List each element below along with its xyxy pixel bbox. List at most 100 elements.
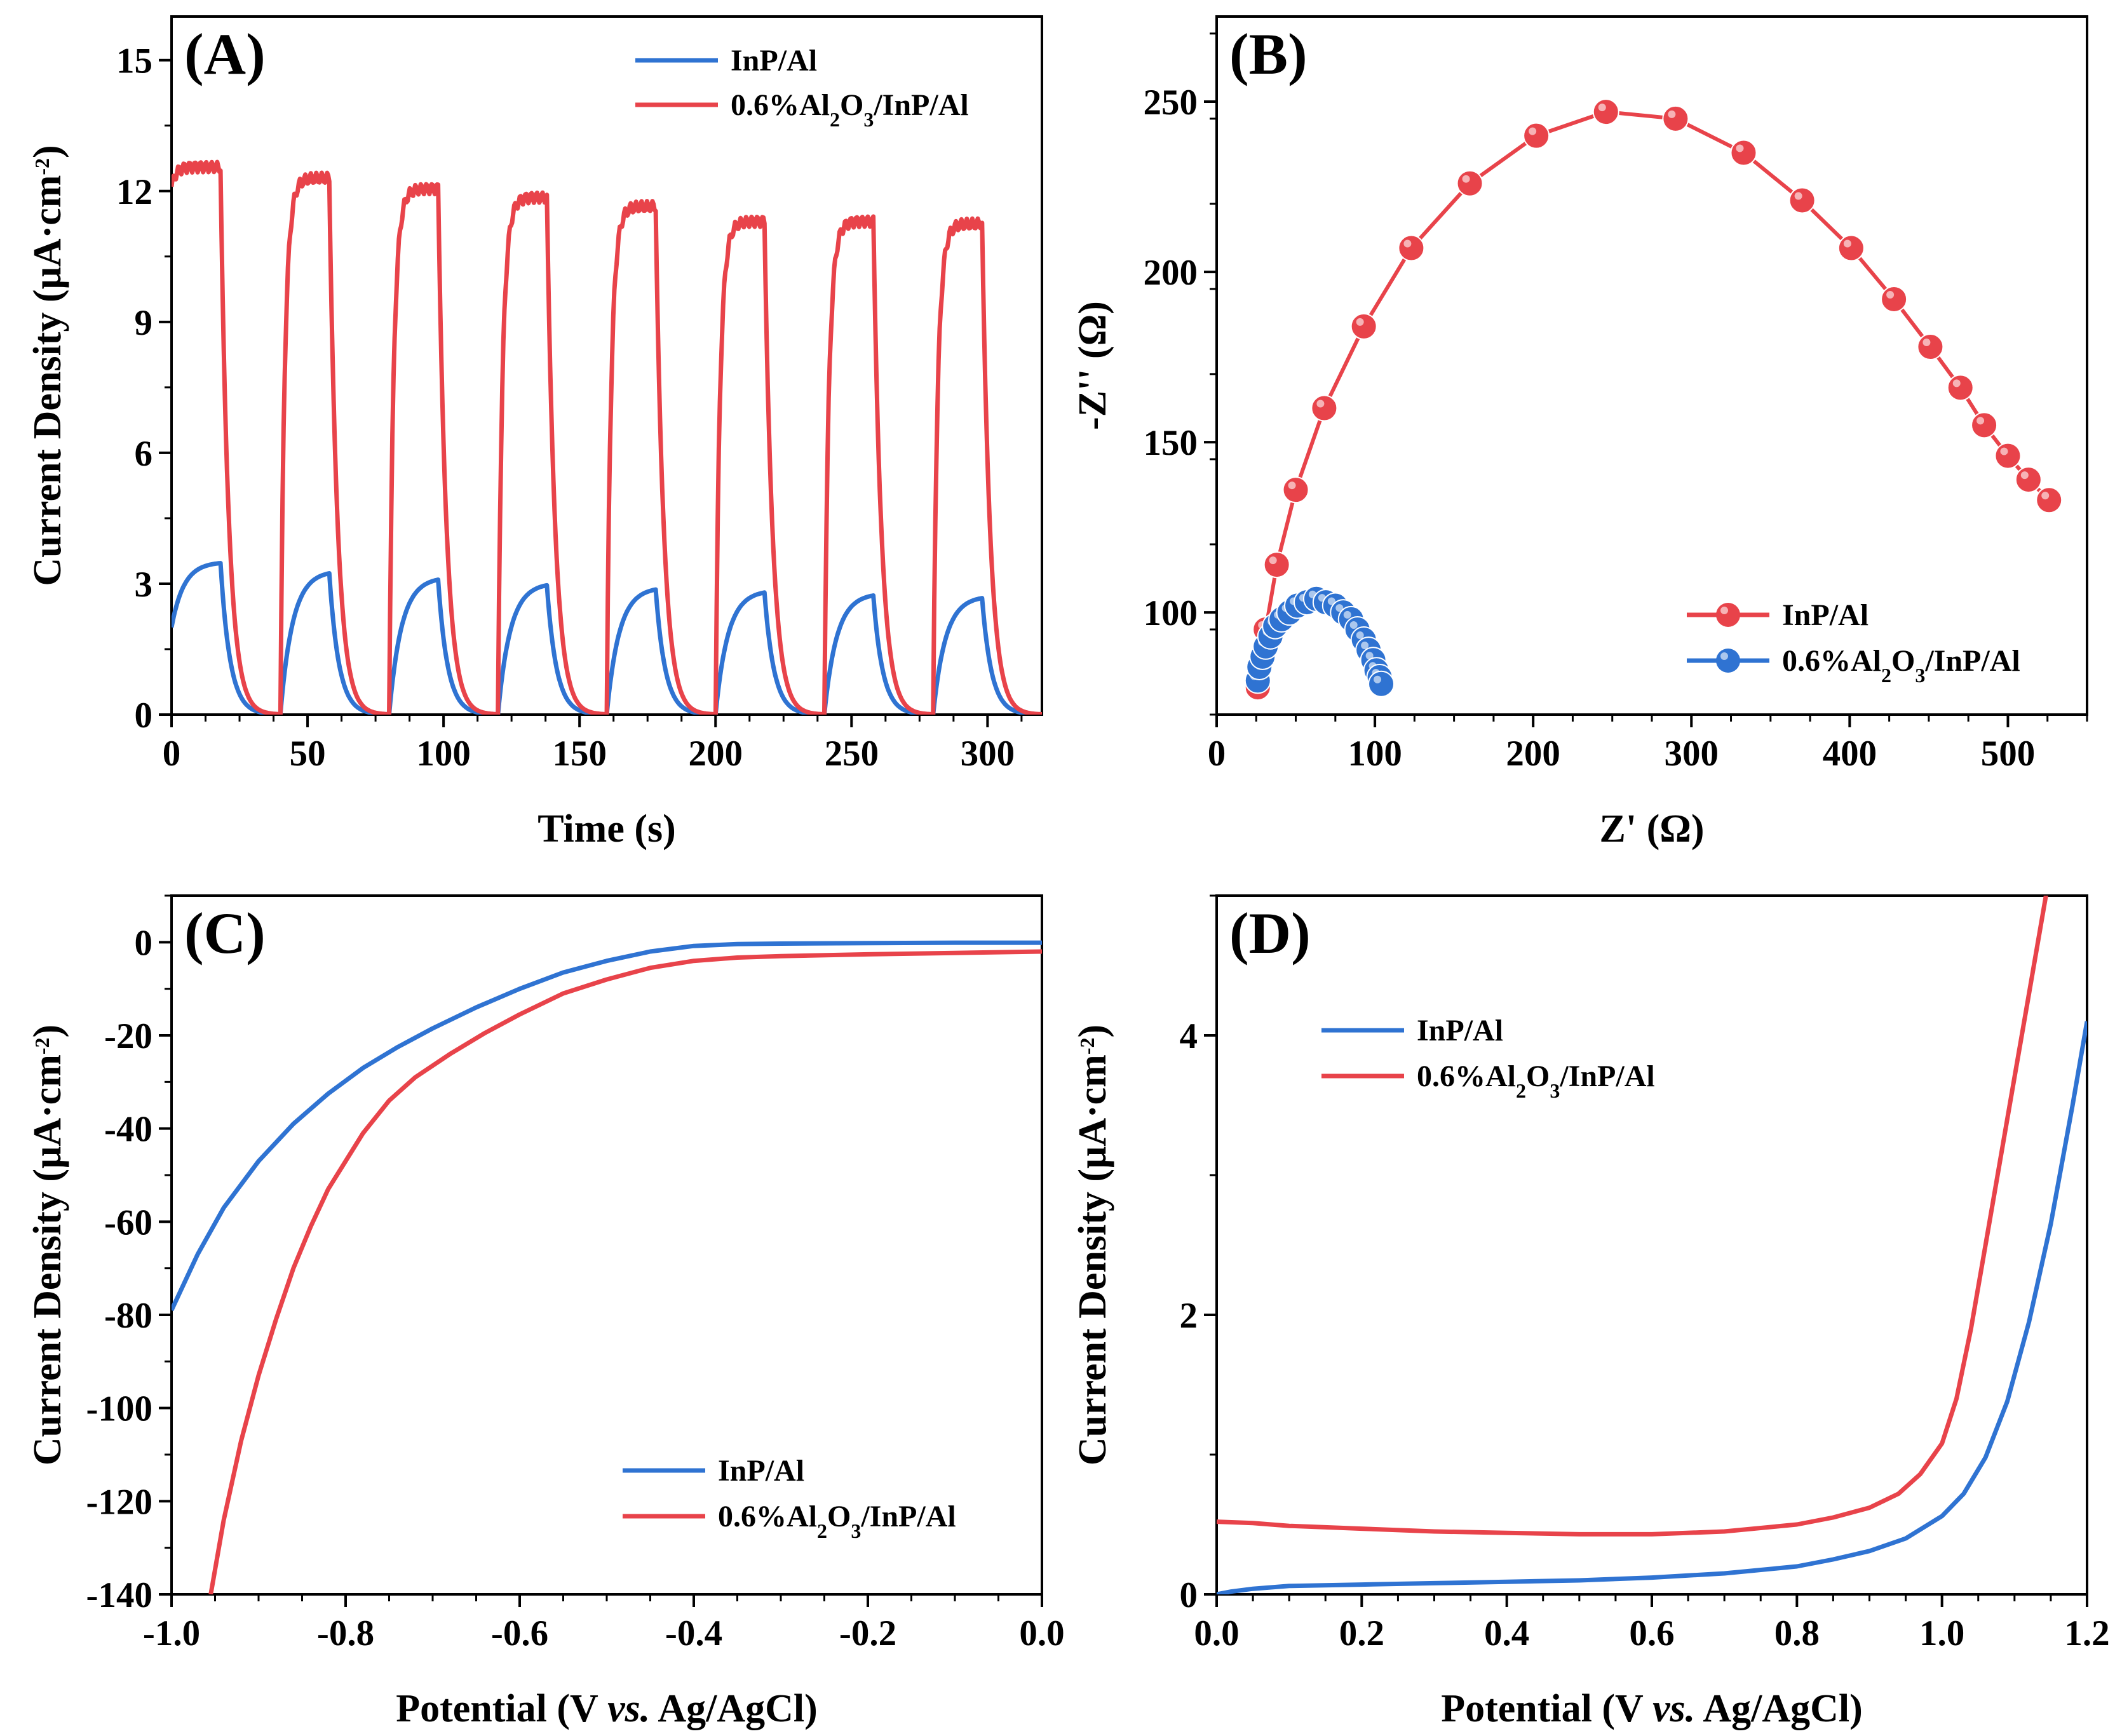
y-tick-label: 150	[1144, 423, 1198, 463]
data-point	[1917, 333, 1944, 361]
data-point	[1592, 98, 1619, 126]
panel-label: (C)	[184, 901, 266, 966]
data-point	[1788, 187, 1816, 214]
y-tick-label: -140	[86, 1575, 152, 1615]
legend-label: 0.6%Al2O3/InP/Al	[1417, 1060, 1655, 1102]
data-point-highlight	[1365, 652, 1374, 660]
x-axis-label: Potential (V vs. Ag/AgCl)	[396, 1687, 818, 1730]
panel-label: (D)	[1229, 901, 1311, 966]
plot-area	[172, 940, 1042, 1594]
data-point	[1398, 234, 1425, 262]
legend-marker-highlight	[1720, 607, 1728, 614]
data-point-highlight	[1952, 379, 1961, 387]
legend-label: 0.6%Al2O3/InP/Al	[1782, 644, 2020, 687]
data-point-highlight	[1736, 144, 1744, 152]
data-point-highlight	[1922, 339, 1931, 347]
y-tick-label: 0	[135, 696, 153, 736]
series-0-6-al2o3-inp-al	[208, 949, 1042, 1594]
legend-marker-highlight	[1720, 652, 1728, 660]
data-point-highlight	[2041, 492, 2050, 500]
data-point	[1947, 374, 1974, 401]
data-point	[1994, 442, 2022, 469]
x-axis-label: Z' (Ω)	[1599, 807, 1704, 851]
x-tick-label: -0.4	[665, 1613, 722, 1653]
y-tick-label: -120	[86, 1482, 152, 1522]
y-tick-label: -80	[104, 1296, 152, 1336]
x-tick-label: 0.8	[1774, 1613, 1820, 1653]
y-tick-label: -40	[104, 1110, 152, 1150]
x-tick-label: 150	[552, 734, 607, 774]
y-tick-label: 200	[1144, 253, 1198, 293]
x-tick-label: 200	[689, 734, 743, 774]
data-point-highlight	[2000, 447, 2008, 455]
legend-marker	[1716, 603, 1740, 627]
data-point-highlight	[1269, 556, 1277, 565]
series-inp-al	[1217, 1021, 2087, 1594]
data-point-highlight	[1462, 175, 1470, 183]
data-point-highlight	[1403, 239, 1412, 248]
y-axis-label: -Z'' (Ω)	[1071, 301, 1114, 430]
y-tick-label: -20	[104, 1016, 152, 1056]
y-tick-label: 3	[135, 565, 153, 605]
data-point	[1456, 170, 1483, 197]
data-point-highlight	[1794, 192, 1802, 200]
panel-label: (B)	[1229, 22, 1308, 86]
data-point	[2036, 487, 2063, 514]
y-tick-label: 4	[1180, 1016, 1198, 1056]
x-tick-label: 0.0	[1019, 1613, 1064, 1653]
chart-panel-d: 0.0 0.2 0.4 0.6 0.8 1.0 1.2 0 2 4 Potential (V vs.…	[1071, 894, 2110, 1730]
plot-area	[1217, 896, 2087, 1594]
data-point	[1881, 285, 1908, 313]
data-point-highlight	[1668, 110, 1676, 118]
data-point-highlight	[1361, 642, 1369, 650]
x-tick-label: 300	[1665, 734, 1719, 774]
x-tick-label: 250	[825, 734, 879, 774]
series-0-6-al2o3-inp-al	[1217, 896, 2048, 1537]
data-point	[1350, 313, 1377, 340]
data-point	[2015, 466, 2042, 494]
y-axis-label: Current Density (μA·cm-2)	[26, 1025, 69, 1465]
x-tick-label: 300	[961, 734, 1015, 774]
y-tick-label: 100	[1144, 593, 1198, 633]
x-tick-label: 1.2	[2064, 1613, 2109, 1653]
y-tick-label: 15	[116, 41, 152, 81]
data-point-highlight	[1327, 597, 1335, 605]
y-tick-label: 2	[1180, 1296, 1198, 1336]
data-point-highlight	[1843, 239, 1851, 248]
chart-panel-c: -1.0 -0.8 -0.6 -0.4 -0.2 0.0 -140 -120 -100 -80 -6…	[26, 894, 1065, 1730]
data-point-highlight	[1349, 621, 1358, 629]
x-tick-label: -1.0	[143, 1613, 200, 1653]
legend-label: 0.6%Al2O3/InP/Al	[718, 1500, 956, 1542]
y-tick-label: 6	[135, 434, 153, 474]
data-point-highlight	[1335, 604, 1344, 612]
y-tick-label: 250	[1144, 83, 1198, 123]
legend-label: InP/Al	[1782, 598, 1868, 632]
x-tick-label: -0.2	[839, 1613, 896, 1653]
data-point-highlight	[1976, 417, 1985, 425]
y-tick-label: 0	[135, 923, 153, 963]
data-point-highlight	[1343, 610, 1351, 619]
x-tick-label: 0.6	[1629, 1613, 1674, 1653]
y-axis-label: Current Density (μA·cm-2)	[26, 145, 69, 586]
data-point	[1263, 551, 1290, 579]
data-point	[1282, 476, 1309, 504]
data-point-highlight	[1529, 127, 1537, 135]
data-point-highlight	[1316, 400, 1325, 408]
series-inp-al	[172, 940, 1042, 1312]
legend-label: InP/Al	[718, 1454, 804, 1488]
plot-area	[172, 159, 1042, 715]
data-point-highlight	[2020, 471, 2029, 480]
data-point	[1311, 394, 1338, 422]
data-point-highlight	[1356, 318, 1364, 326]
x-tick-label: 100	[416, 734, 471, 774]
y-tick-label: 9	[135, 303, 153, 343]
x-tick-label: 50	[290, 734, 326, 774]
series-inp-al-line	[1255, 110, 2051, 688]
plot-frame	[1215, 894, 2088, 1596]
x-axis-label: Potential (V vs. Ag/AgCl)	[1441, 1687, 1863, 1730]
chart-panel-a: 0 50 100 150 200 250 300 0 3 6 9 12 15 Time (s) Curren…	[26, 15, 1043, 851]
data-point-highlight	[1356, 631, 1364, 640]
data-point-highlight	[1886, 290, 1895, 299]
x-tick-label: 0.2	[1339, 1613, 1384, 1653]
